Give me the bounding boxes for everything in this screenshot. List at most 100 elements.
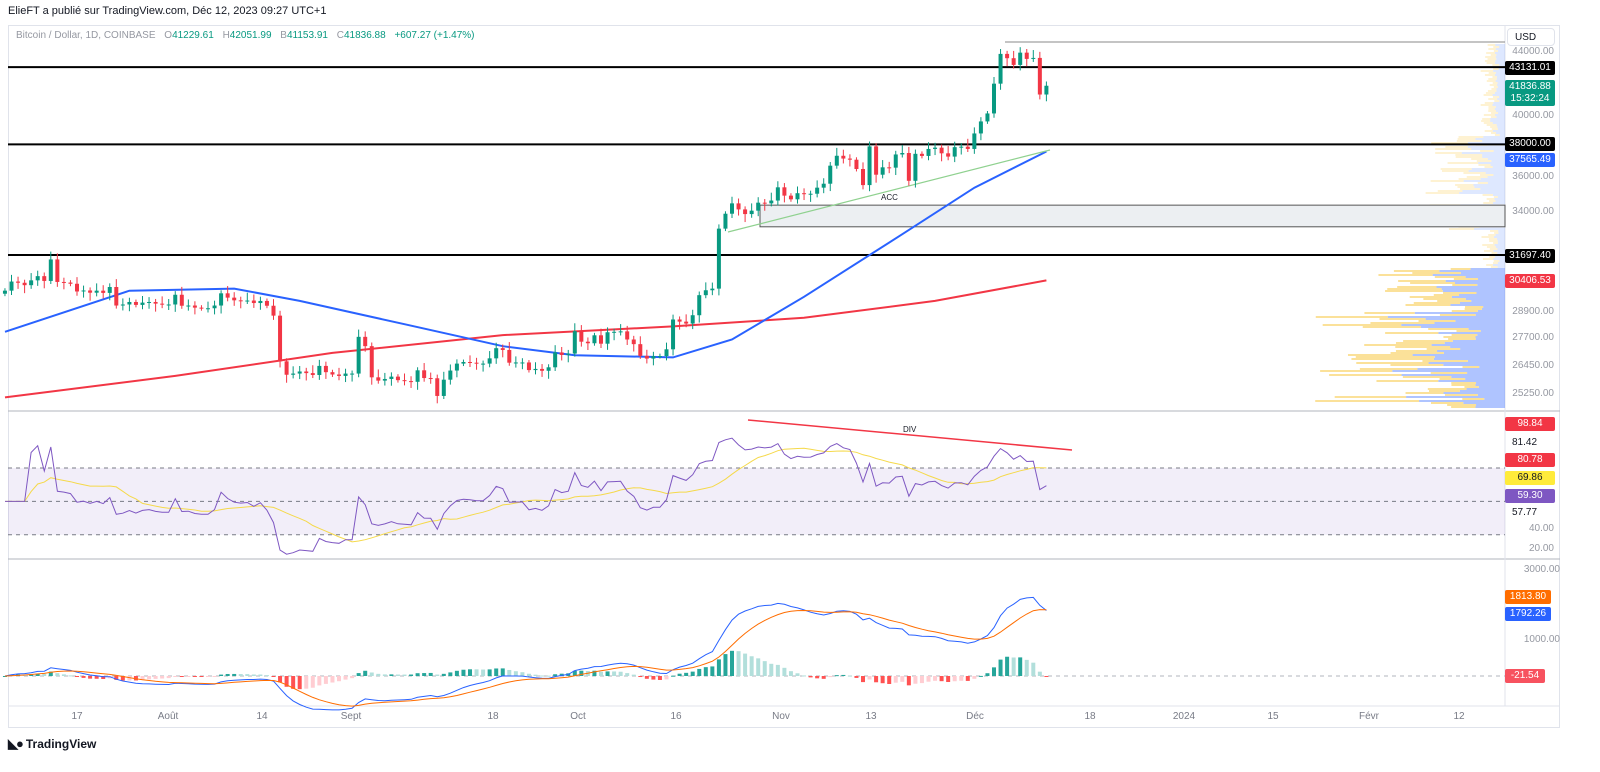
macd-histogram-bar bbox=[238, 674, 243, 676]
candle-body bbox=[520, 362, 525, 364]
macd-histogram-bar bbox=[291, 676, 296, 689]
candle-body bbox=[671, 319, 676, 350]
divergence-line bbox=[747, 419, 1073, 451]
macd-histogram-bar bbox=[638, 676, 643, 678]
macd-histogram-bar bbox=[258, 674, 263, 676]
macd-histogram-bar bbox=[893, 676, 898, 683]
macd-histogram-bar bbox=[369, 672, 374, 676]
macd-histogram-bar bbox=[245, 674, 250, 676]
time-tick: 2024 bbox=[1172, 711, 1196, 722]
macd-histogram-bar bbox=[965, 676, 970, 681]
macd-histogram-bar bbox=[736, 651, 741, 676]
candle-body bbox=[330, 372, 335, 375]
candle-body bbox=[657, 356, 662, 358]
published-caption: ElieFT a publié sur TradingView.com, Déc… bbox=[8, 5, 327, 17]
macd-histogram-bar bbox=[775, 664, 780, 676]
candle-body bbox=[638, 344, 643, 356]
candle-body bbox=[284, 361, 289, 375]
macd-histogram-bar bbox=[553, 674, 558, 676]
candle-body bbox=[919, 153, 924, 156]
candle-body bbox=[160, 303, 165, 305]
candle-body bbox=[238, 300, 243, 302]
candle-body bbox=[933, 147, 938, 149]
macd-histogram-bar bbox=[1005, 656, 1010, 676]
time-tick: 14 bbox=[256, 711, 268, 722]
candle-body bbox=[500, 348, 505, 350]
candle-body bbox=[376, 377, 381, 381]
candle-body bbox=[179, 294, 184, 306]
candle-body bbox=[690, 315, 695, 324]
candle-body bbox=[369, 346, 374, 378]
rsi-badge: 59.30 bbox=[1505, 489, 1555, 503]
candle-body bbox=[212, 305, 217, 309]
histogram-badge: -21.54 bbox=[1505, 669, 1545, 683]
candle-body bbox=[618, 331, 623, 333]
candle-body bbox=[448, 370, 453, 380]
level-badge: 38000.00 bbox=[1505, 137, 1555, 151]
price-tick: 27700.00 bbox=[1512, 332, 1554, 343]
macd-histogram-bar bbox=[513, 671, 518, 676]
macd-histogram-bar bbox=[75, 676, 79, 678]
macd-histogram-bar bbox=[1011, 657, 1016, 676]
candle-body bbox=[507, 349, 512, 363]
macd-histogram-bar bbox=[179, 676, 184, 677]
macd-histogram-bar bbox=[271, 676, 276, 677]
candle-body bbox=[874, 146, 879, 175]
macd-histogram-bar bbox=[35, 673, 40, 676]
candle-body bbox=[769, 200, 774, 204]
candle-body bbox=[363, 336, 368, 347]
last-price-badge: 41836.88 15:32:24 bbox=[1505, 80, 1555, 106]
macd-histogram-bar bbox=[127, 676, 132, 681]
macd-histogram-bar bbox=[395, 674, 400, 676]
macd-histogram-bar bbox=[206, 676, 210, 677]
candle-body bbox=[454, 363, 459, 371]
macd-histogram-bar bbox=[441, 673, 446, 676]
rsi-tick: 20.00 bbox=[1528, 543, 1554, 554]
candle-body bbox=[16, 281, 21, 283]
candle-body bbox=[998, 53, 1003, 84]
macd-histogram-bar bbox=[572, 670, 577, 676]
time-tick: Août bbox=[157, 711, 179, 722]
candle-body bbox=[323, 365, 328, 373]
macd-histogram-bar bbox=[448, 672, 453, 676]
candle-body bbox=[1024, 52, 1029, 59]
time-tick: Sept bbox=[340, 711, 362, 722]
macd-histogram-bar bbox=[887, 676, 892, 684]
candle-body bbox=[206, 308, 210, 310]
macd-histogram-bar bbox=[120, 676, 125, 681]
candle-body bbox=[474, 362, 479, 364]
candle-body bbox=[913, 153, 918, 181]
candle-body bbox=[42, 276, 47, 281]
symbol-name[interactable]: Bitcoin / Dollar, 1D, COINBASE bbox=[16, 30, 156, 41]
macd-histogram-bar bbox=[703, 667, 708, 676]
candle-body bbox=[651, 356, 656, 359]
ma-slow-line bbox=[4, 279, 1047, 399]
candle-body bbox=[186, 305, 191, 307]
macd-histogram-bar bbox=[985, 673, 990, 676]
macd-histogram-bar bbox=[337, 676, 341, 682]
macd-histogram-bar bbox=[612, 671, 617, 676]
price-tick: 40000.00 bbox=[1512, 110, 1554, 121]
candle-body bbox=[802, 193, 807, 195]
candle-body bbox=[599, 335, 603, 344]
candle-body bbox=[893, 154, 898, 168]
candle-body bbox=[140, 302, 145, 305]
macd-histogram-bar bbox=[264, 675, 269, 677]
macd-histogram-bar bbox=[926, 676, 931, 682]
candle-body bbox=[114, 287, 119, 306]
candle-body bbox=[29, 280, 34, 286]
macd-histogram-bar bbox=[199, 676, 204, 677]
macd-histogram-bar bbox=[481, 669, 486, 676]
macd-histogram-bar bbox=[762, 661, 767, 676]
candle-body bbox=[664, 349, 669, 357]
candle-body bbox=[153, 301, 158, 304]
candle-body bbox=[526, 362, 531, 371]
macd-histogram-bar bbox=[507, 669, 512, 676]
macd-histogram-bar bbox=[795, 673, 800, 676]
candle-body bbox=[173, 294, 178, 305]
macd-histogram-bar bbox=[212, 676, 217, 677]
candle-body bbox=[9, 281, 14, 291]
currency-button[interactable]: USD bbox=[1507, 28, 1555, 46]
tradingview-logo[interactable]: ◣● TradingView bbox=[8, 736, 97, 751]
